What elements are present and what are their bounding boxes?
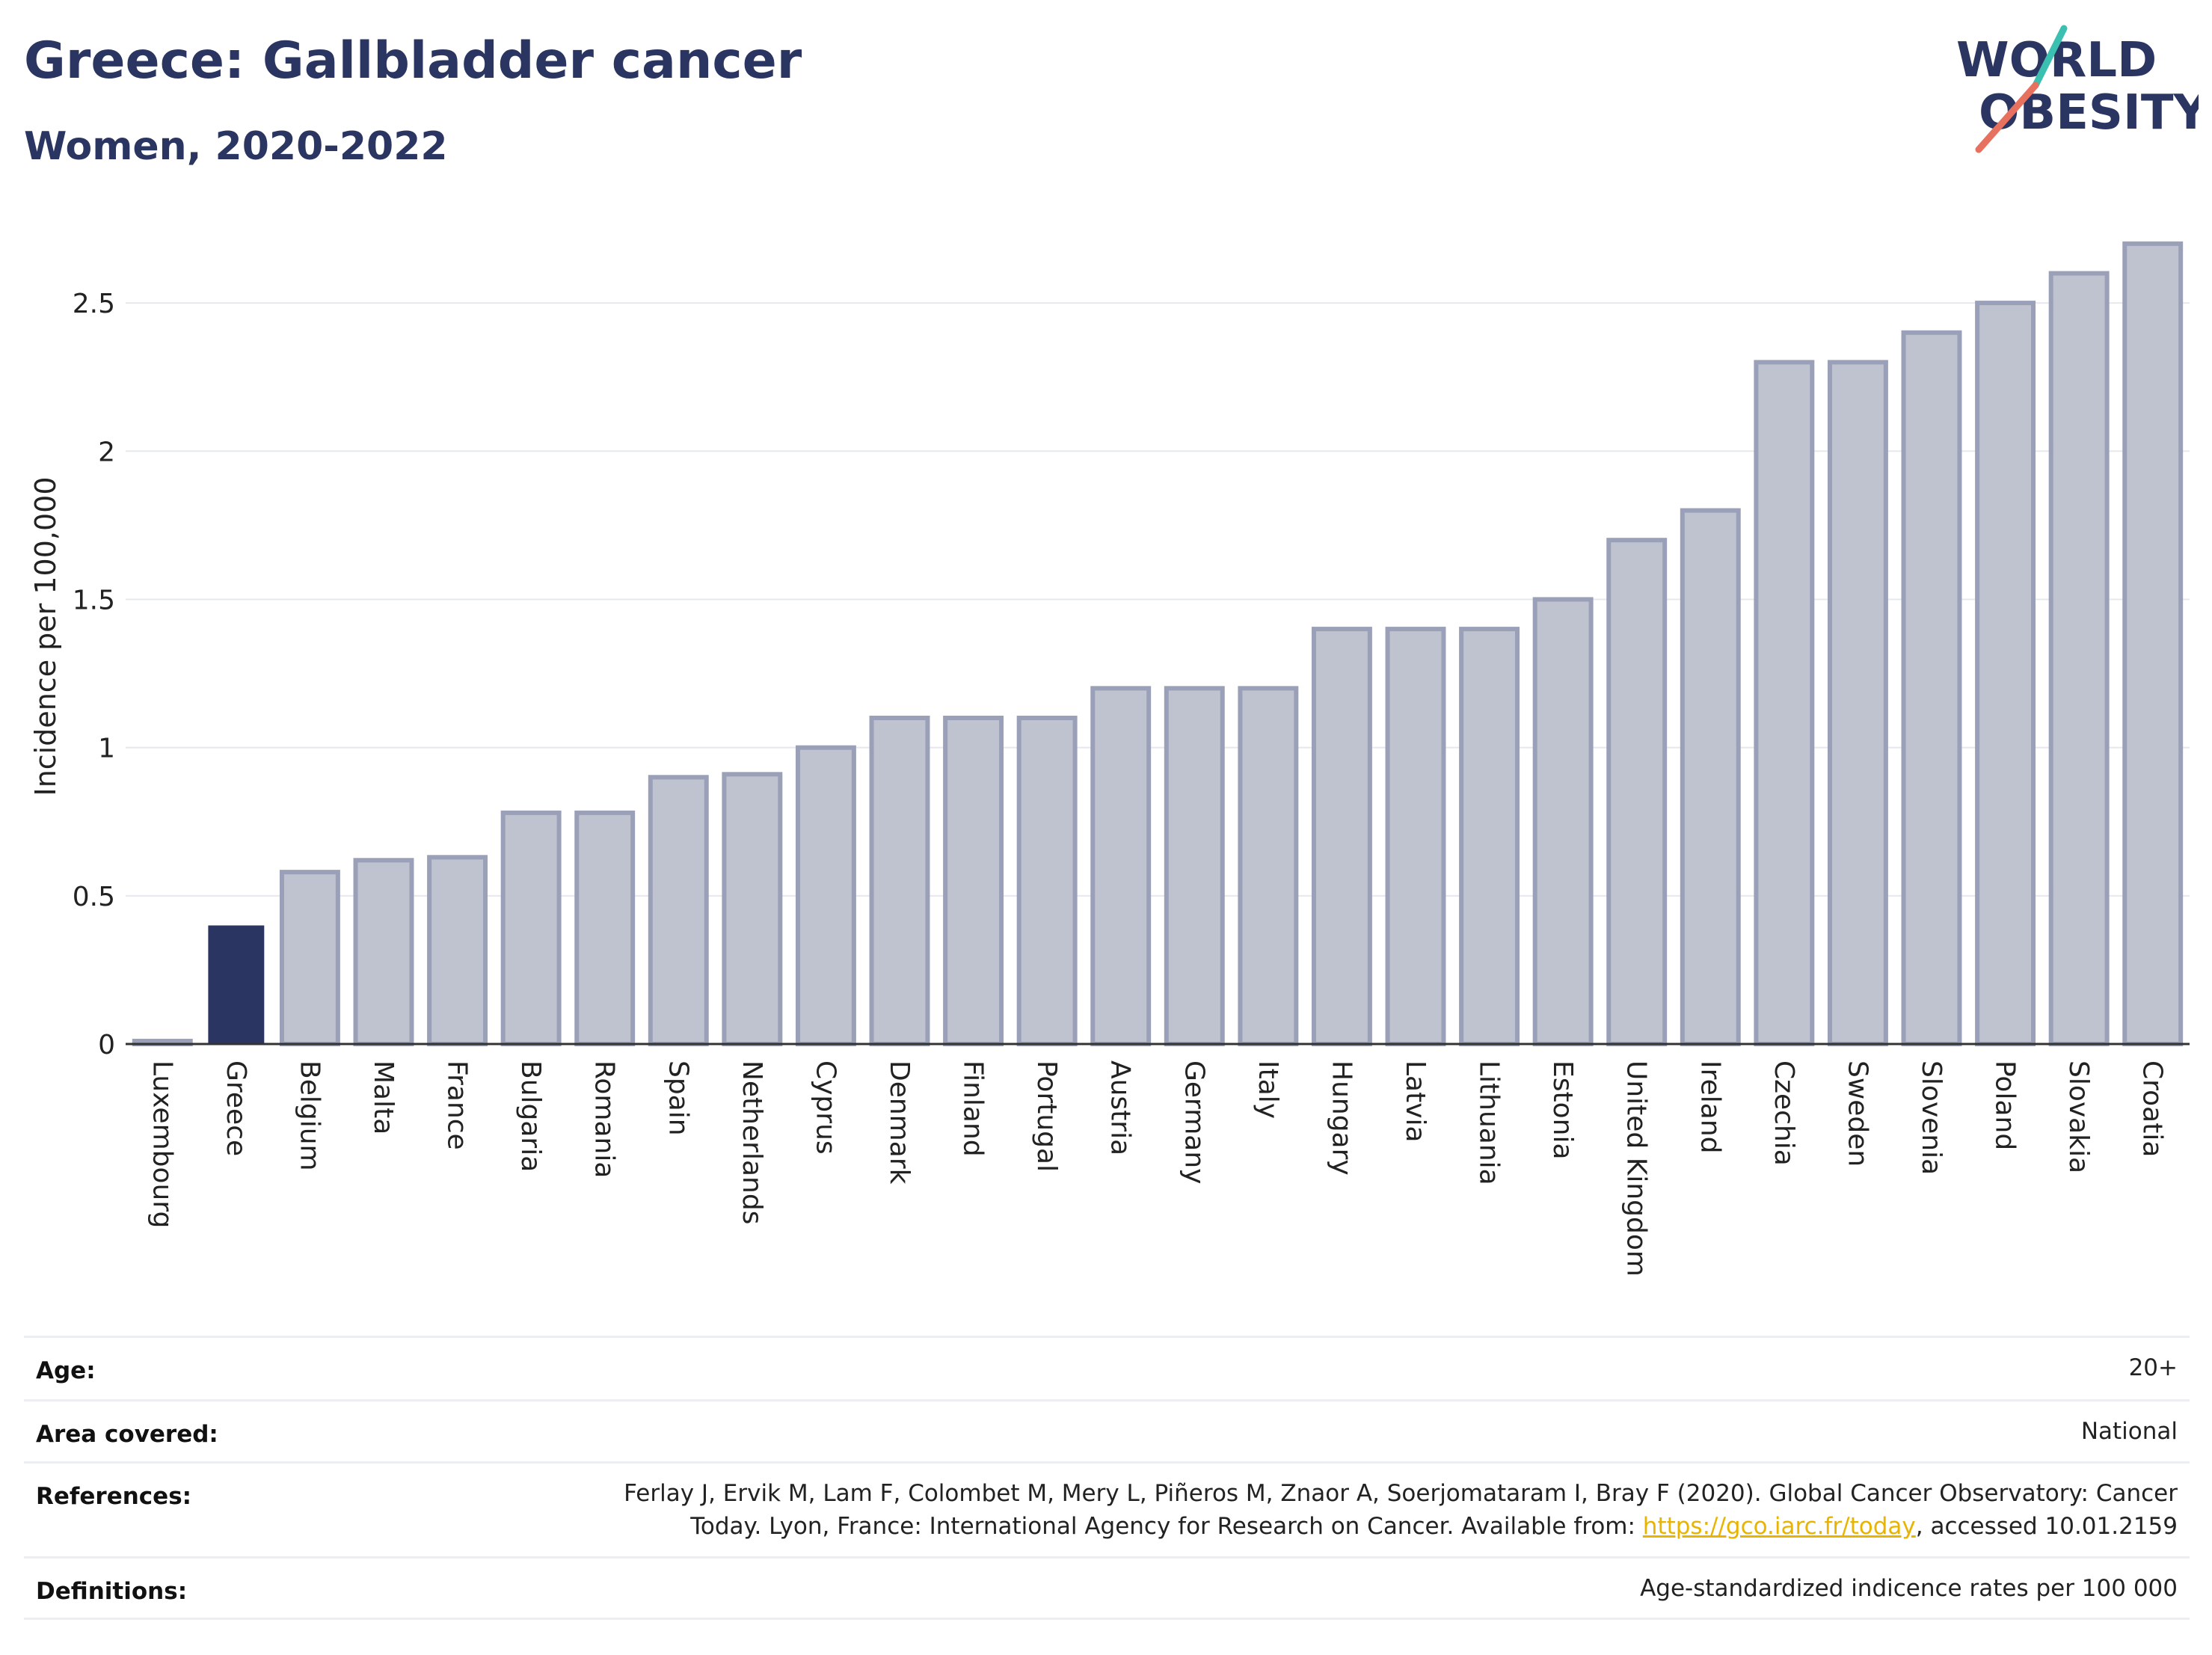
y-tick-labels: 0 0.5 1 1.5 2 2.5 xyxy=(73,289,115,1060)
chart-subtitle: Women, 2020-2022 xyxy=(24,124,448,169)
y-tick-label: 0.5 xyxy=(73,882,115,912)
bars xyxy=(132,241,2184,1047)
bar-italy xyxy=(1238,686,1299,1046)
meta-row-area: Area covered: National xyxy=(24,1399,2190,1461)
bar-germany xyxy=(1164,686,1225,1046)
bar-ireland xyxy=(1680,508,1741,1046)
definitions-label: Definitions: xyxy=(36,1578,188,1605)
x-tick-label: Greece xyxy=(221,1060,251,1156)
bar-croatia xyxy=(2122,241,2184,1046)
x-tick-label: Spain xyxy=(663,1060,693,1136)
bar-denmark xyxy=(869,716,930,1046)
x-tick-label: Slovakia xyxy=(2063,1060,2094,1173)
area-value: National xyxy=(2080,1418,2178,1445)
bar-france xyxy=(427,855,488,1046)
bar-hungary xyxy=(1311,627,1372,1046)
x-tick-label: Portugal xyxy=(1031,1060,1062,1172)
logo-slash-coral xyxy=(1975,82,2039,153)
bar-spain xyxy=(648,775,709,1046)
x-tick-label: Luxembourg xyxy=(147,1060,177,1228)
x-tick-label: Poland xyxy=(1990,1060,2021,1150)
bar-greece xyxy=(208,925,265,1044)
bar-latvia xyxy=(1385,627,1446,1046)
x-tick-label: Malta xyxy=(368,1060,399,1134)
x-tick-label: Austria xyxy=(1105,1060,1136,1155)
x-tick-label: Cyprus xyxy=(810,1060,841,1155)
x-tick-label: Finland xyxy=(958,1060,989,1157)
y-axis-label: Incidence per 100,000 xyxy=(29,476,62,796)
meta-row-references: References: Ferlay J, Ervik M, Lam F, Co… xyxy=(24,1461,2190,1556)
y-tick-label: 2.5 xyxy=(73,289,115,319)
bar-finland xyxy=(943,716,1004,1046)
bar-austria xyxy=(1090,686,1152,1046)
definitions-value: Age-standardized indicence rates per 100… xyxy=(1640,1575,2178,1602)
references-value: Ferlay J, Ervik M, Lam F, Colombet M, Me… xyxy=(308,1477,2178,1543)
x-tick-label: Italy xyxy=(1253,1060,1283,1119)
meta-bottom-rule xyxy=(24,1618,2190,1620)
bar-estonia xyxy=(1532,597,1594,1046)
world-obesity-logo: WORLD OBESITY xyxy=(1956,25,2199,153)
references-text: Today. Lyon, France: International Agenc… xyxy=(690,1513,1643,1540)
y-tick-label: 2 xyxy=(98,437,115,467)
references-accessed: , accessed 10.01.2159 xyxy=(1915,1513,2178,1540)
x-tick-label: Bulgaria xyxy=(515,1060,546,1172)
area-label: Area covered: xyxy=(36,1421,218,1448)
bar-romania xyxy=(574,810,636,1046)
bar-portugal xyxy=(1016,716,1078,1046)
age-value: 20+ xyxy=(2128,1354,2178,1381)
bar-lithuania xyxy=(1459,627,1520,1046)
bar-united-kingdom xyxy=(1606,538,1668,1046)
references-label: References: xyxy=(36,1483,192,1510)
bar-poland xyxy=(1975,301,2036,1047)
bar-bulgaria xyxy=(500,810,562,1046)
bar-netherlands xyxy=(722,772,783,1046)
x-tick-label: Croatia xyxy=(2137,1060,2168,1157)
y-tick-label: 1 xyxy=(98,734,115,764)
bar-slovenia xyxy=(1901,330,1962,1046)
bar-malta xyxy=(353,858,414,1046)
metadata-table: Age: 20+ Area covered: National Referenc… xyxy=(24,1336,2190,1620)
x-tick-label: Hungary xyxy=(1326,1060,1357,1176)
references-line-2: Today. Lyon, France: International Agenc… xyxy=(308,1510,2178,1543)
x-tick-label: Ireland xyxy=(1695,1060,1725,1154)
x-tick-label: Lithuania xyxy=(1474,1060,1505,1185)
meta-row-age: Age: 20+ xyxy=(24,1338,2190,1398)
bar-belgium xyxy=(279,870,340,1047)
x-tick-label: United Kingdom xyxy=(1621,1060,1652,1277)
x-tick-label: Slovenia xyxy=(1916,1060,1947,1175)
meta-row-definitions: Definitions: Age-standardized indicence … xyxy=(24,1556,2190,1618)
bar-czechia xyxy=(1754,360,1815,1046)
references-link[interactable]: https://gco.iarc.fr/today xyxy=(1642,1513,1916,1540)
bar-chart: 0 0.5 1 1.5 2 2.5 Luxembourg Greece Belgium Malt… xyxy=(29,241,2190,1277)
x-tick-label: Denmark xyxy=(884,1060,915,1185)
x-tick-label: Netherlands xyxy=(737,1060,767,1224)
x-tick-labels: Luxembourg Greece Belgium Malta France Bulgar… xyxy=(147,1060,2167,1277)
logo-slash-teal xyxy=(2032,25,2068,89)
x-tick-label: Belgium xyxy=(294,1060,325,1171)
x-tick-label: Estonia xyxy=(1547,1060,1578,1160)
y-tick-label: 1.5 xyxy=(73,585,115,615)
x-tick-label: Romania xyxy=(589,1060,620,1178)
x-tick-label: Germany xyxy=(1179,1060,1209,1184)
bar-cyprus xyxy=(795,745,856,1046)
bar-slovakia xyxy=(2048,271,2110,1046)
age-label: Age: xyxy=(36,1357,96,1384)
references-line-1: Ferlay J, Ervik M, Lam F, Colombet M, Me… xyxy=(624,1480,2178,1507)
y-tick-label: 0 xyxy=(98,1030,115,1060)
x-tick-label: France xyxy=(442,1060,473,1150)
x-tick-label: Czechia xyxy=(1769,1060,1799,1166)
bar-sweden xyxy=(1827,360,1888,1046)
chart-title: Greece: Gallbladder cancer xyxy=(24,31,802,90)
x-tick-label: Latvia xyxy=(1400,1060,1431,1143)
x-tick-label: Sweden xyxy=(1842,1060,1872,1167)
